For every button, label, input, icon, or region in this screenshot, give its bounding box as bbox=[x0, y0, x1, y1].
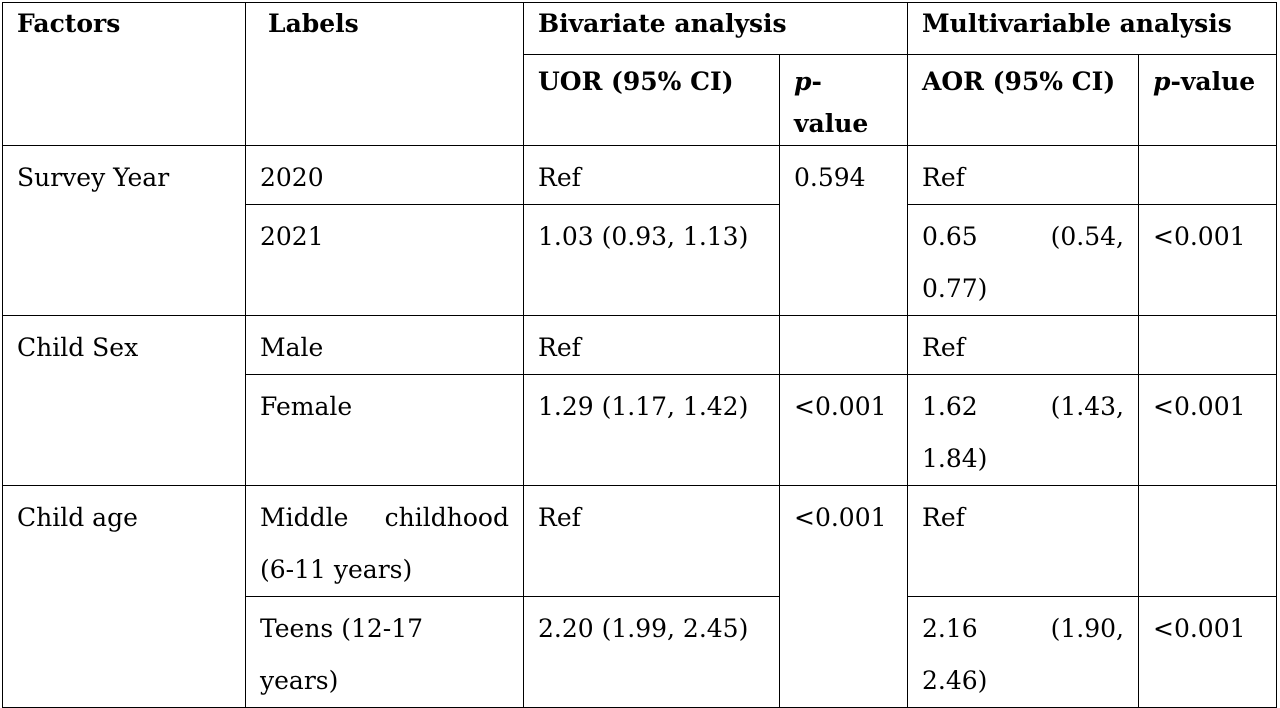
aor-2021: 0.65 (0.54, 0.77) bbox=[907, 204, 1139, 316]
table-row: Child Sex Male Ref Ref bbox=[2, 315, 1278, 486]
table-row: Child age Middle childhood (6-11 years) … bbox=[2, 485, 1278, 708]
table-row: 2021 1.03 (0.93, 1.13) 0.65 (0.54, 0.77)… bbox=[3, 204, 1278, 316]
header-aor: AOR (95% CI) bbox=[907, 54, 1139, 146]
label-2021: 2021 bbox=[245, 204, 524, 316]
label-teens: Teens (12-17 years) bbox=[245, 596, 524, 708]
header-p-italic-2: p bbox=[1153, 67, 1171, 96]
header-bivariate-pvalue: p-value bbox=[779, 54, 908, 146]
factor-child-age: Child age bbox=[2, 485, 246, 708]
factor-survey-year: Survey Year bbox=[2, 145, 246, 316]
ap-middle-childhood bbox=[1137, 485, 1278, 597]
header-row-1: Factors Labels Bivariate analysis Multiv… bbox=[2, 2, 1278, 146]
ap-teens: <0.001 bbox=[1137, 596, 1278, 708]
uor-female: 1.29 (1.17, 1.42) bbox=[523, 374, 780, 486]
table-row: Female 1.29 (1.17, 1.42) <0.001 1.62 (1.… bbox=[3, 374, 1278, 486]
header-factors: Factors bbox=[2, 2, 246, 146]
label-female: Female bbox=[245, 374, 524, 486]
aor-teens: 2.16 (1.90, 2.46) bbox=[907, 596, 1139, 708]
up-survey-year: 0.594 bbox=[779, 145, 908, 316]
uor-middle-childhood: Ref bbox=[523, 485, 780, 597]
factor-child-sex: Child Sex bbox=[2, 315, 246, 486]
header-p-suffix-2: -value bbox=[1170, 67, 1256, 96]
aor-middle-childhood: Ref bbox=[907, 485, 1139, 597]
uor-teens: 2.20 (1.99, 2.45) bbox=[523, 596, 780, 708]
aor-2020: Ref bbox=[907, 145, 1139, 205]
uor-2020: Ref bbox=[523, 145, 780, 205]
header-multivariable: Multivariable analysis bbox=[906, 2, 1278, 55]
uor-male: Ref bbox=[523, 315, 780, 375]
header-multivariable-pvalue: p-value bbox=[1137, 54, 1278, 146]
label-male: Male bbox=[245, 315, 524, 375]
label-2020: 2020 bbox=[245, 145, 524, 205]
aor-female: 1.62 (1.43, 1.84) bbox=[907, 374, 1139, 486]
table-row: Survey Year 2020 Ref 0.594 Ref bbox=[2, 145, 1278, 316]
ap-male bbox=[1137, 315, 1278, 375]
header-p-suffix: -value bbox=[794, 67, 869, 138]
ap-2021: <0.001 bbox=[1137, 204, 1278, 316]
ap-2020 bbox=[1137, 145, 1278, 205]
header-labels: Labels bbox=[245, 2, 524, 146]
up-female: <0.001 bbox=[779, 374, 908, 486]
header-p-italic: p bbox=[794, 67, 812, 96]
label-middle-childhood: Middle childhood (6-11 years) bbox=[245, 485, 524, 597]
header-row-2: UOR (95% CI) p-value AOR (95% CI) p-valu… bbox=[3, 54, 1278, 146]
ap-female: <0.001 bbox=[1137, 374, 1278, 486]
uor-2021: 1.03 (0.93, 1.13) bbox=[523, 204, 780, 316]
aor-male: Ref bbox=[907, 315, 1139, 375]
header-uor: UOR (95% CI) bbox=[523, 54, 780, 146]
up-male bbox=[779, 315, 908, 375]
header-bivariate: Bivariate analysis bbox=[523, 2, 908, 55]
up-child-age: <0.001 bbox=[779, 485, 908, 708]
